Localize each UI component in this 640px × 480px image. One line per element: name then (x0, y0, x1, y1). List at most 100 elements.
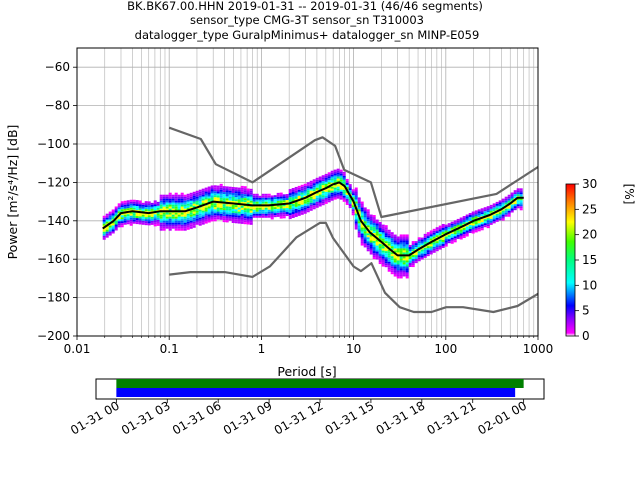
histogram-cell (345, 184, 349, 187)
histogram-cell (297, 193, 301, 196)
histogram-cell (396, 242, 400, 245)
histogram-cell (303, 203, 307, 206)
histogram-cell (315, 203, 319, 206)
histogram-cell (282, 216, 286, 219)
histogram-cell (357, 225, 361, 228)
histogram-cell (246, 222, 250, 225)
histogram-cell (219, 209, 223, 212)
histogram-cell (261, 193, 265, 196)
histogram-cell (360, 211, 364, 214)
histogram-cell (360, 223, 364, 226)
histogram-cell (438, 225, 442, 228)
histogram-cell (360, 235, 364, 238)
histogram-cell (213, 199, 217, 202)
histogram-cell (474, 228, 478, 231)
histogram-cell (240, 215, 244, 218)
histogram-cell (201, 196, 205, 199)
histogram-cell (309, 180, 313, 183)
histogram-cell (171, 206, 175, 209)
histogram-cell (240, 199, 244, 202)
histogram-cell (126, 206, 130, 209)
histogram-cell (399, 256, 403, 259)
histogram-cell (375, 249, 379, 252)
histogram-cell (177, 218, 181, 221)
histogram-cell (339, 169, 343, 172)
histogram-cell (204, 217, 208, 220)
histogram-cell (342, 195, 346, 198)
histogram-cell (384, 227, 388, 230)
histogram-cell (423, 239, 427, 242)
histogram-cell (138, 216, 142, 219)
histogram-cell (222, 212, 226, 215)
histogram-cell (291, 190, 295, 193)
histogram-cell (465, 234, 469, 237)
histogram-cell (180, 226, 184, 229)
histogram-cell (138, 220, 142, 223)
histogram-cell (330, 194, 334, 197)
histogram-cell (384, 257, 388, 260)
histogram-cell (483, 213, 487, 216)
histogram-cell (249, 220, 253, 223)
histogram-cell (489, 204, 493, 207)
histogram-cell (474, 220, 478, 223)
histogram-cell (150, 204, 154, 207)
histogram-cell (408, 246, 412, 249)
histogram-cell (420, 247, 424, 250)
histogram-cell (366, 219, 370, 222)
histogram-cell (246, 192, 250, 195)
histogram-cell (177, 208, 181, 211)
plot-frame (76, 47, 539, 337)
histogram-cell (207, 210, 211, 213)
histogram-cell (402, 242, 406, 245)
histogram-cell (105, 233, 109, 236)
histogram-cell (390, 242, 394, 245)
histogram-cell (120, 219, 124, 222)
histogram-cell (159, 218, 163, 221)
histogram-cell (192, 209, 196, 212)
histogram-cell (153, 212, 157, 215)
histogram-cell (372, 227, 376, 230)
histogram-cell (390, 238, 394, 241)
histogram-cell (303, 193, 307, 196)
histogram-cell (300, 186, 304, 189)
histogram-cell (225, 188, 229, 191)
histogram-cell (243, 210, 247, 213)
histogram-cell (108, 223, 112, 226)
histogram-cell (318, 186, 322, 189)
histogram-cell (210, 197, 214, 200)
histogram-cell (117, 217, 121, 220)
histogram-cell (396, 270, 400, 273)
histogram-cell (372, 221, 376, 224)
histogram-cell (330, 192, 334, 195)
histogram-cell (285, 194, 289, 197)
histogram-cell (225, 186, 229, 189)
histogram-cell (114, 214, 118, 217)
histogram-cell (183, 212, 187, 215)
histogram-cell (393, 264, 397, 267)
histogram-cell (378, 262, 382, 265)
histogram-cell (399, 258, 403, 261)
histogram-cell (399, 262, 403, 265)
histogram-cell (477, 223, 481, 226)
histogram-cell (252, 215, 256, 218)
histogram-cell (219, 215, 223, 218)
histogram-cell (222, 192, 226, 195)
histogram-cell (297, 189, 301, 192)
histogram-cell (195, 198, 199, 201)
y-tick-label: −80 (45, 99, 70, 113)
histogram-cell (486, 210, 490, 213)
histogram-cell (360, 207, 364, 210)
histogram-cell (393, 236, 397, 239)
histogram-cell (399, 264, 403, 267)
histogram-cell (450, 237, 454, 240)
histogram-cell (240, 189, 244, 192)
histogram-cell (297, 197, 301, 200)
histogram-cell (306, 182, 310, 185)
histogram-cell (330, 176, 334, 179)
histogram-cell (246, 198, 250, 201)
histogram-cell (180, 202, 184, 205)
histogram-cell (402, 248, 406, 251)
histogram-cell (462, 226, 466, 229)
histogram-cell (519, 202, 523, 205)
